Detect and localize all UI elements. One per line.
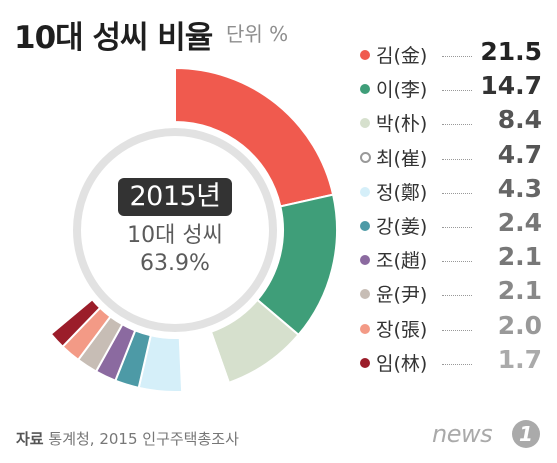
legend-value: 21.5: [480, 37, 542, 66]
legend-item: 김(金) 21.5: [356, 36, 546, 70]
donut-chart: [49, 66, 338, 393]
legend-label: 최(崔): [376, 147, 428, 170]
legend-swatch: [360, 323, 370, 334]
leader-line: [442, 90, 472, 92]
legend-label: 강(姜): [376, 215, 428, 238]
leader-line: [442, 261, 472, 263]
center-label: 10대 성씨: [127, 223, 223, 248]
legend-label: 윤(尹): [376, 284, 428, 307]
leader-line: [442, 363, 472, 365]
legend-value: 14.7: [480, 71, 542, 101]
legend-value: 1.7: [497, 344, 542, 374]
legend-swatch: [360, 186, 370, 197]
chart-title: 10대 성씨 비율: [14, 20, 213, 56]
unit-label: 단위 %: [226, 22, 289, 46]
legend-label: 박(朴): [376, 113, 428, 136]
leader-line: [442, 158, 472, 160]
legend-value: 8.4: [497, 105, 542, 135]
legend-item: 조(趙) 2.1: [356, 241, 546, 275]
legend-item: 정(鄭) 4.3: [356, 173, 546, 207]
logo-text: news: [432, 420, 493, 448]
legend-value: 4.7: [497, 139, 542, 169]
news1-logo: news 1: [432, 418, 544, 452]
legend-label: 장(張): [376, 318, 428, 341]
donut-slice: [49, 297, 102, 349]
legend-label: 김(金): [376, 45, 428, 67]
legend-value: 2.4: [497, 207, 542, 237]
legend-swatch: [360, 118, 370, 129]
leader-line: [442, 124, 472, 126]
center-summary: 10대 성씨 63.9%: [105, 222, 245, 278]
legend-value: 4.3: [497, 173, 542, 203]
legend-value: 2.1: [497, 276, 542, 306]
logo-badge: 1: [512, 420, 540, 448]
legend-swatch: [360, 255, 370, 266]
legend-value: 2.0: [497, 310, 542, 340]
year-badge: 2015년: [118, 178, 232, 216]
legend-label: 임(林): [376, 352, 428, 375]
legend-swatch: [360, 220, 370, 231]
legend-item: 이(李) 14.7: [356, 70, 546, 104]
leader-line: [442, 329, 472, 331]
legend-label: 조(趙): [376, 250, 428, 273]
legend-label: 이(李): [376, 79, 428, 102]
legend-item: 윤(尹) 2.1: [356, 275, 546, 309]
legend-item: 박(朴) 8.4: [356, 104, 546, 138]
source-prefix: 자료: [16, 430, 44, 448]
legend-item: 임(林) 1.7: [356, 344, 546, 378]
leader-line: [442, 192, 472, 194]
legend-swatch: [360, 151, 371, 163]
leader-line: [442, 295, 472, 297]
legend-label: 정(鄭): [376, 181, 428, 204]
leader-line: [442, 56, 472, 57]
legend-swatch: [360, 84, 370, 95]
source-note: 자료 통계청, 2015 인구주택총조사: [16, 428, 239, 449]
inner-ring: [73, 128, 277, 332]
leader-line: [442, 226, 472, 228]
legend-value: 2.1: [497, 242, 542, 272]
legend-swatch: [360, 289, 370, 300]
legend-item: 최(崔) 4.7: [356, 139, 546, 173]
legend-item: 강(姜) 2.4: [356, 207, 546, 241]
legend-item: 장(張) 2.0: [356, 310, 546, 344]
center-total: 63.9%: [140, 251, 210, 276]
source-text: 통계청, 2015 인구주택총조사: [48, 430, 239, 448]
legend: 김(金) 21.5 이(李) 14.7 박(朴) 8.4 최(崔) 4.7 정(鄭) 4.3 강(姜…: [356, 36, 546, 378]
legend-swatch: [360, 357, 370, 368]
legend-swatch: [360, 50, 370, 60]
